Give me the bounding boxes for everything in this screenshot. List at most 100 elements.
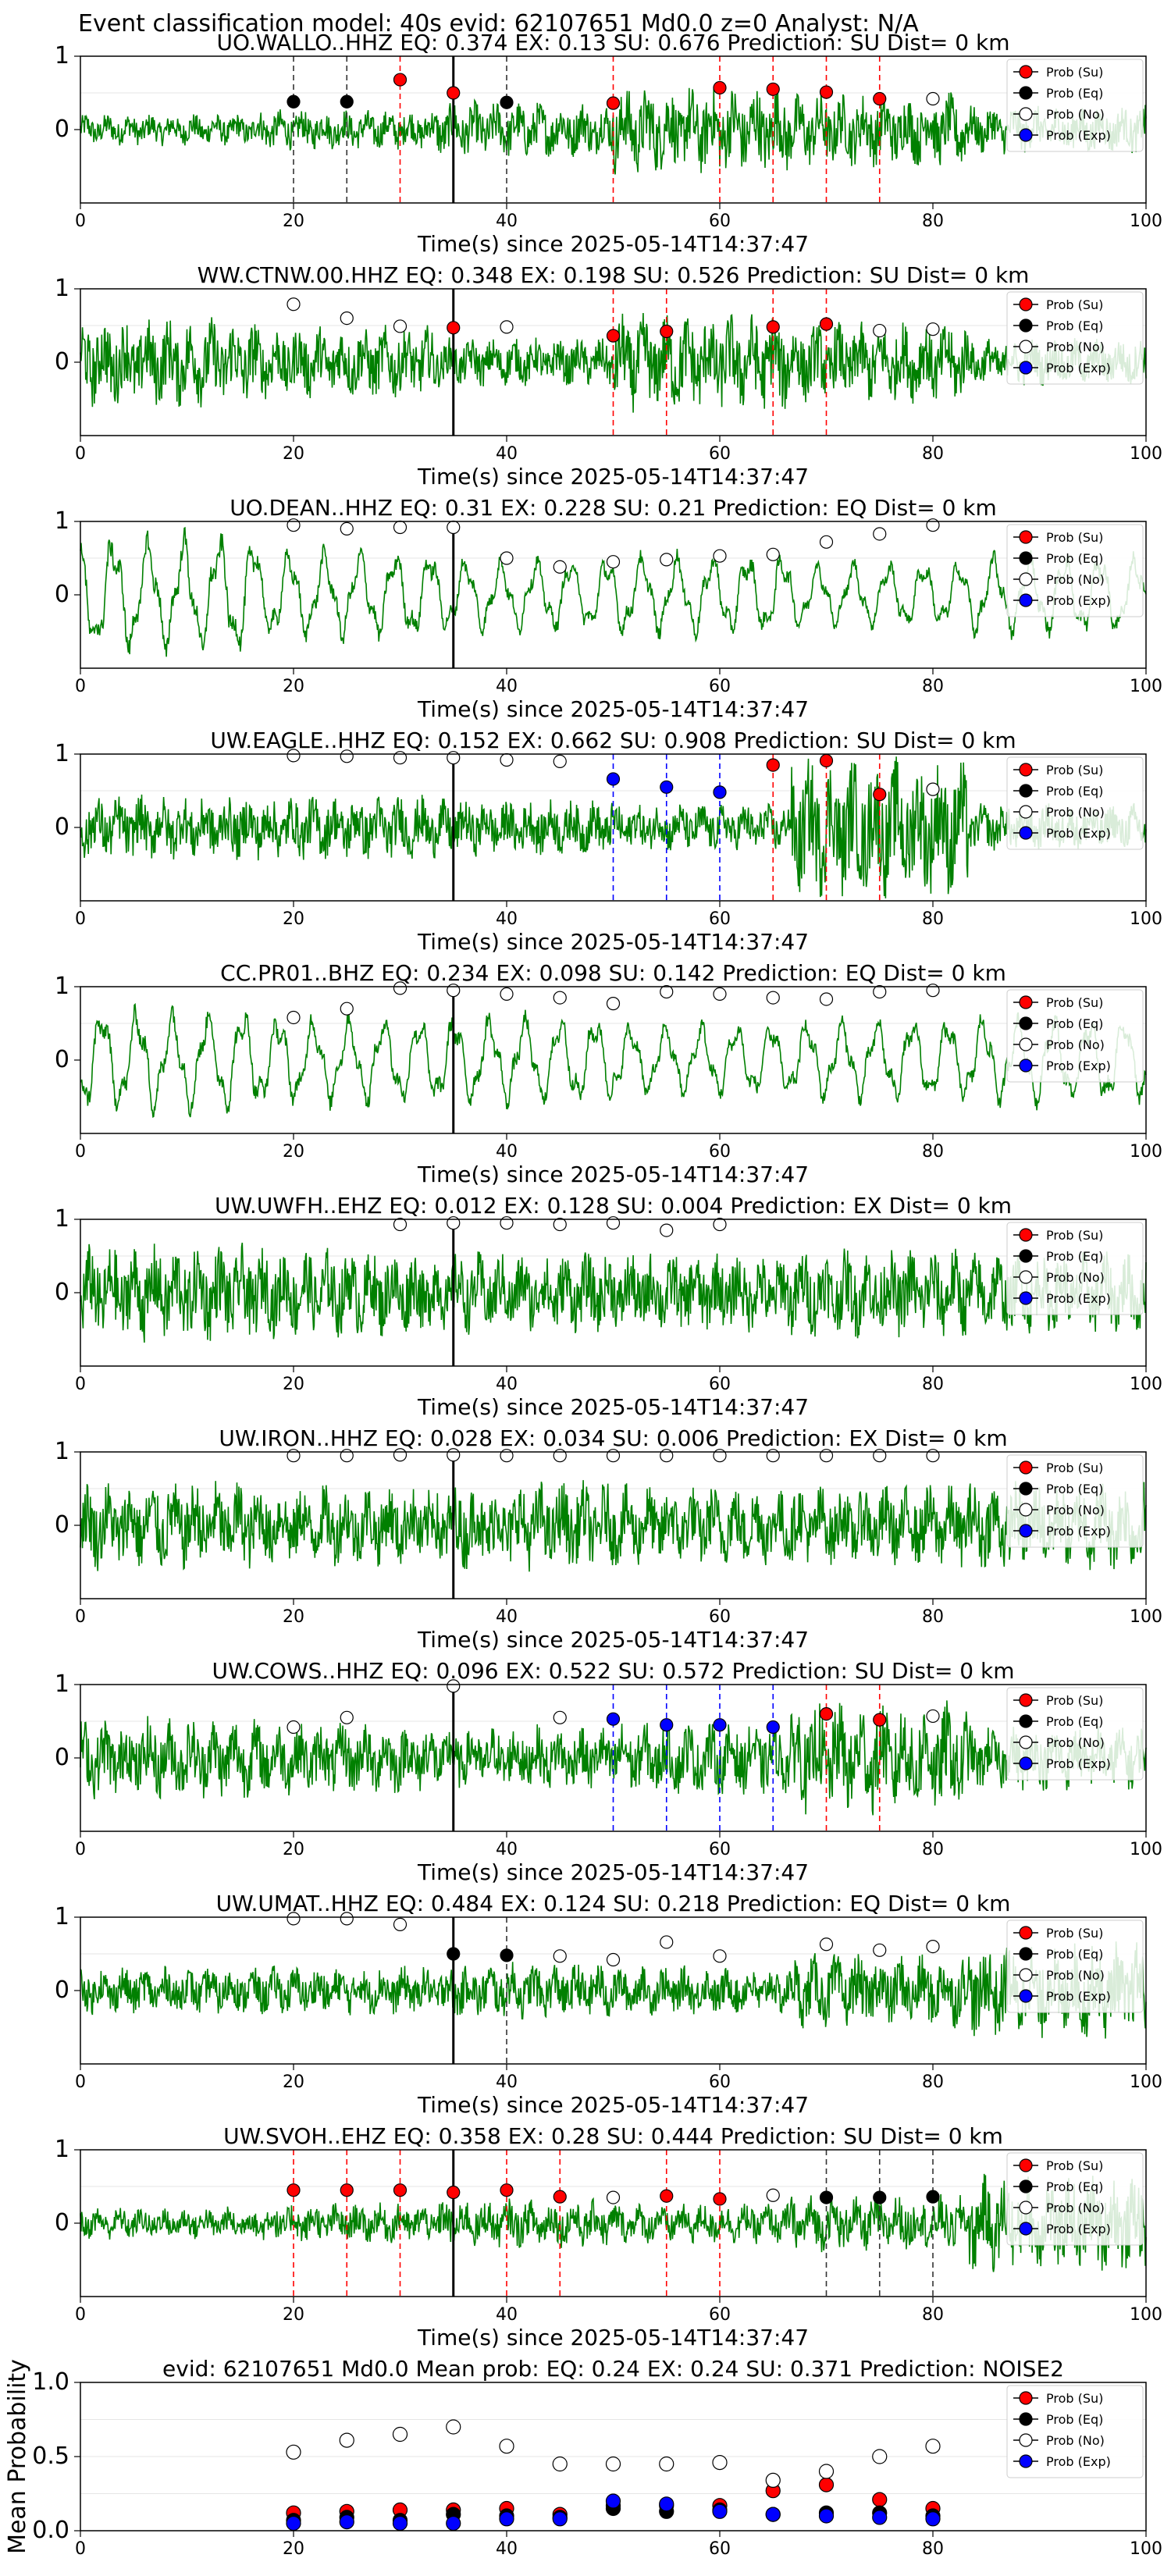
prob-point-su <box>287 2183 301 2197</box>
legend-box <box>1006 524 1144 617</box>
panels: UO.WALLO..HHZ EQ: 0.374 EX: 0.13 SU: 0.6… <box>4 30 1162 2559</box>
prob-point-no <box>713 987 727 1002</box>
legend-marker-exp <box>1019 1989 1033 2003</box>
prob-point-no <box>553 1449 567 1463</box>
y-tick-label: 1 <box>55 275 69 302</box>
prob-point-su <box>873 91 887 106</box>
prob-point-exp <box>713 785 727 799</box>
x-tick-label: 80 <box>922 2539 944 2559</box>
x-tick-label: 100 <box>1130 444 1162 464</box>
y-tick-label: 1 <box>55 1438 69 1465</box>
legend-label-su: Prob (Su) <box>1046 2391 1103 2406</box>
y-tick-label: 0 <box>55 581 69 608</box>
x-tick-label: 40 <box>496 2073 518 2092</box>
x-tick-label: 100 <box>1130 212 1162 231</box>
waveform <box>80 1002 1147 1119</box>
prob-point-no <box>926 322 940 336</box>
x-tick-label: 40 <box>496 444 518 464</box>
legend-marker-no <box>1019 107 1033 121</box>
legend-marker-no <box>1019 2433 1033 2447</box>
x-tick-label: 40 <box>496 677 518 696</box>
prob-point-eq <box>500 1948 514 1962</box>
prob-point-no <box>287 1720 301 1735</box>
plot-area <box>80 987 1146 1133</box>
prob-point-no <box>553 1710 567 1724</box>
legend-box <box>1006 2152 1144 2246</box>
legend-marker-no <box>1019 1503 1033 1517</box>
legend-label-exp: Prob (Exp) <box>1046 128 1111 143</box>
prob-point-no <box>819 1937 834 1952</box>
x-tick-label: 0 <box>75 1142 86 1162</box>
legend-label-no: Prob (No) <box>1046 1503 1105 1517</box>
legend-label-su: Prob (Su) <box>1046 995 1103 1010</box>
legend-label-exp: Prob (Exp) <box>1046 1756 1111 1771</box>
x-tick-label: 20 <box>283 444 304 464</box>
prob-point-no <box>287 1912 301 1926</box>
figure-title: Event classification model: 40s evid: 62… <box>78 10 919 37</box>
prob-point-no <box>447 751 461 765</box>
mean-point-exp <box>605 2493 621 2509</box>
prob-point-exp <box>713 1718 727 1732</box>
prob-point-no <box>287 749 301 763</box>
x-tick-label: 60 <box>709 1375 731 1394</box>
legend-marker-exp <box>1019 1291 1033 1305</box>
prob-point-su <box>393 2183 408 2197</box>
mean-point-no <box>818 2464 835 2479</box>
legend-label-no: Prob (No) <box>1046 1735 1105 1750</box>
legend-label-exp: Prob (Exp) <box>1046 1524 1111 1539</box>
prob-point-no <box>819 992 834 1006</box>
legend-box <box>1006 1687 1144 1781</box>
prob-point-no <box>713 1449 727 1463</box>
waveform <box>80 312 1147 413</box>
prob-point-su <box>500 2183 514 2197</box>
prob-point-no <box>766 1449 780 1463</box>
prob-point-no <box>926 1709 940 1724</box>
prob-point-no <box>287 1010 301 1025</box>
prob-point-no <box>873 1943 887 1957</box>
x-tick-label: 100 <box>1130 909 1162 929</box>
legend-label-no: Prob (No) <box>1046 2433 1105 2448</box>
legend-marker-no <box>1019 572 1033 586</box>
x-tick-label: 0 <box>75 2539 86 2559</box>
panel-title: WW.CTNW.00.HHZ EQ: 0.348 EX: 0.198 SU: 0… <box>198 262 1030 288</box>
x-tick-label: 40 <box>496 2305 518 2325</box>
prob-point-no <box>393 981 408 995</box>
mean-point-exp <box>499 2511 514 2527</box>
x-tick-label: 60 <box>709 2073 731 2092</box>
x-tick-label: 60 <box>709 1142 731 1162</box>
legend-label-su: Prob (Su) <box>1046 763 1103 777</box>
legend-label-su: Prob (Su) <box>1046 297 1103 312</box>
legend-box <box>1006 1222 1144 1315</box>
x-tick-label: 100 <box>1130 677 1162 696</box>
legend-label-su: Prob (Su) <box>1046 2158 1103 2173</box>
prob-point-su <box>660 2189 674 2203</box>
mean-point-exp <box>872 2510 888 2525</box>
prob-point-no <box>500 987 514 1002</box>
prob-point-no <box>819 535 834 549</box>
y-tick-label: 1 <box>55 740 69 767</box>
mean-point-exp <box>765 2507 781 2522</box>
prob-point-no <box>553 1949 567 1963</box>
legend-marker-exp <box>1019 593 1033 607</box>
prob-point-no <box>660 553 674 567</box>
prob-point-no <box>393 1217 408 1232</box>
y-tick-label: 0 <box>55 1511 69 1539</box>
prob-point-su <box>660 324 674 339</box>
prob-point-no <box>340 1710 354 1724</box>
legend-marker-su <box>1019 530 1033 544</box>
y-tick-label: 0 <box>55 813 69 841</box>
prob-point-no <box>926 518 940 532</box>
prob-point-su <box>819 85 834 99</box>
legend-marker-no <box>1019 1037 1033 1051</box>
prob-point-su <box>819 753 834 768</box>
y-tick-label: 0 <box>55 2209 69 2236</box>
prob-point-eq <box>819 2190 834 2204</box>
prob-point-no <box>606 2190 621 2204</box>
panel-title: UO.WALLO..HHZ EQ: 0.374 EX: 0.13 SU: 0.6… <box>216 30 1009 55</box>
prob-point-eq <box>873 2190 887 2204</box>
legend-label-eq: Prob (Eq) <box>1046 86 1103 101</box>
legend-label-eq: Prob (Eq) <box>1046 784 1103 799</box>
x-axis-label: Time(s) since 2025-05-14T14:37:47 <box>417 1394 809 1420</box>
legend-marker-su <box>1019 995 1033 1009</box>
